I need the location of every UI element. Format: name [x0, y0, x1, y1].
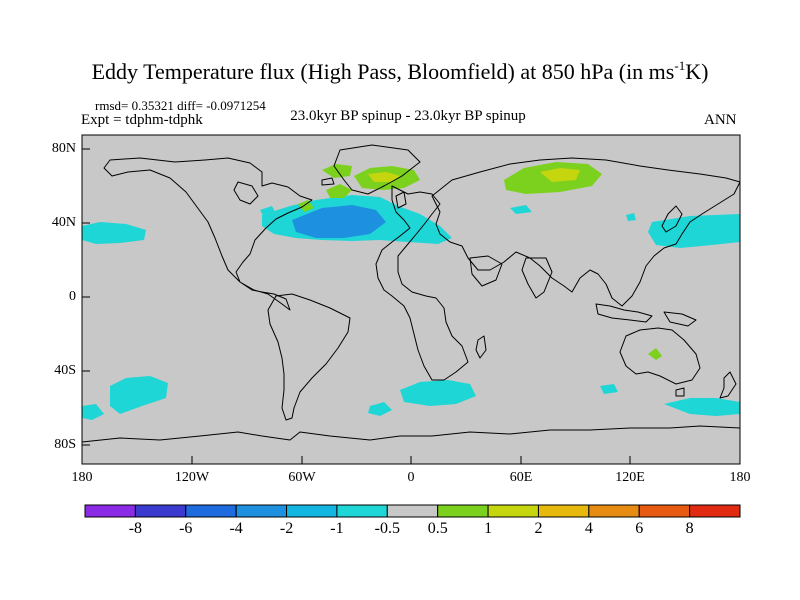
colorbar-label: -8 — [128, 520, 143, 537]
patch-central-asia-small — [510, 205, 532, 214]
europe-africa-coast — [375, 185, 469, 381]
antarctica-coast — [81, 425, 741, 443]
colorbar-label: 8 — [685, 520, 694, 537]
x-tick-label: 0 — [407, 470, 415, 485]
patch-atlantic-core — [292, 205, 386, 238]
uk-coast — [395, 191, 407, 209]
colorbar-swatch — [286, 504, 338, 518]
x-tick-label: 120W — [174, 470, 210, 485]
patch-north-pacific-small — [626, 213, 636, 221]
eurasia-coast — [431, 157, 741, 307]
colorbar-swatch — [336, 504, 388, 518]
map-background — [82, 135, 740, 464]
colorbar-label: -0.5 — [374, 520, 400, 537]
patch-pacific-west — [82, 222, 146, 244]
x-tick-label: 120E — [615, 470, 645, 485]
x-tick-label: 60W — [288, 470, 316, 485]
greenland-coast — [333, 144, 421, 195]
x-tick-label: 60E — [509, 470, 533, 485]
indonesia-coast — [595, 303, 653, 323]
colorbar — [84, 504, 741, 518]
patch-southern-west — [82, 404, 104, 420]
colorbar-label: 2 — [534, 520, 543, 537]
coastlines — [81, 144, 741, 443]
stats-text: rmsd= 0.35321 diff= -0.0971254 — [95, 98, 266, 113]
patch-southern-indian — [368, 402, 392, 416]
colorbar-label: 6 — [635, 520, 644, 537]
season-label: ANN — [704, 112, 737, 128]
colorbar-swatch — [185, 504, 237, 518]
south-america-coast — [267, 293, 351, 421]
tasmania-coast — [675, 387, 685, 397]
new-guinea-coast — [663, 311, 697, 327]
colorbar-label: -6 — [179, 520, 193, 537]
colorbar-swatch — [588, 504, 640, 518]
colorbar-swatch — [638, 504, 691, 518]
patch-southern-east — [664, 398, 740, 416]
hudson-bay-coast — [233, 181, 259, 205]
x-tick-label: 180 — [729, 470, 751, 485]
india-coast — [521, 257, 553, 299]
y-tick-label: 80S — [54, 437, 76, 452]
patch-newengland-positive — [298, 200, 314, 212]
map-title: Eddy Temperature flux (High Pass, Bloomf… — [91, 58, 709, 84]
patch-southern-pacific — [110, 376, 168, 414]
colorbar-label: 4 — [584, 520, 593, 537]
y-tick-label: 40S — [54, 363, 76, 378]
colorbar-swatch — [537, 504, 590, 518]
patch-siberia-core — [540, 168, 580, 182]
colorbar-swatch — [134, 504, 187, 518]
new-zealand-coast — [719, 371, 737, 399]
australia-coast — [619, 327, 701, 385]
iceland-coast — [321, 177, 335, 186]
north-america-coast — [103, 157, 313, 311]
patch-greenland-core — [368, 172, 400, 182]
subtitle: 23.0kyr BP spinup - 23.0kyr BP spinup — [290, 108, 526, 124]
colorbar-swatch — [689, 504, 741, 518]
colorbar-label: -1 — [330, 520, 344, 537]
axis-ticks — [81, 148, 741, 464]
colorbar-swatch — [437, 504, 489, 518]
experiment-label: Expt = tdphm-tdphk — [81, 112, 203, 128]
patch-australia-positive — [648, 348, 662, 360]
colorbar-swatch — [386, 504, 439, 518]
y-tick-label: 0 — [69, 289, 76, 304]
x-tick-label: 180 — [71, 470, 93, 485]
japan-coast — [661, 205, 683, 233]
madagascar-coast — [475, 335, 487, 359]
y-tick-label: 80N — [51, 141, 76, 156]
y-tick-label: 40N — [51, 215, 76, 230]
colorbar-label: 1 — [484, 520, 493, 537]
colorbar-label: 0.5 — [427, 520, 448, 537]
colorbar-swatch — [84, 504, 136, 518]
arabia-coast — [469, 255, 503, 287]
patch-canada-small — [260, 206, 276, 217]
colorbar-label: -2 — [279, 520, 294, 537]
patch-southern-far-east — [600, 384, 618, 394]
patch-southern-atlantic — [400, 380, 476, 406]
colorbar-swatch — [235, 504, 288, 518]
colorbar-label: -4 — [229, 520, 243, 537]
patch-labrador-positive — [326, 184, 352, 198]
patch-pacific-east — [648, 214, 740, 248]
colorbar-swatch — [487, 504, 539, 518]
